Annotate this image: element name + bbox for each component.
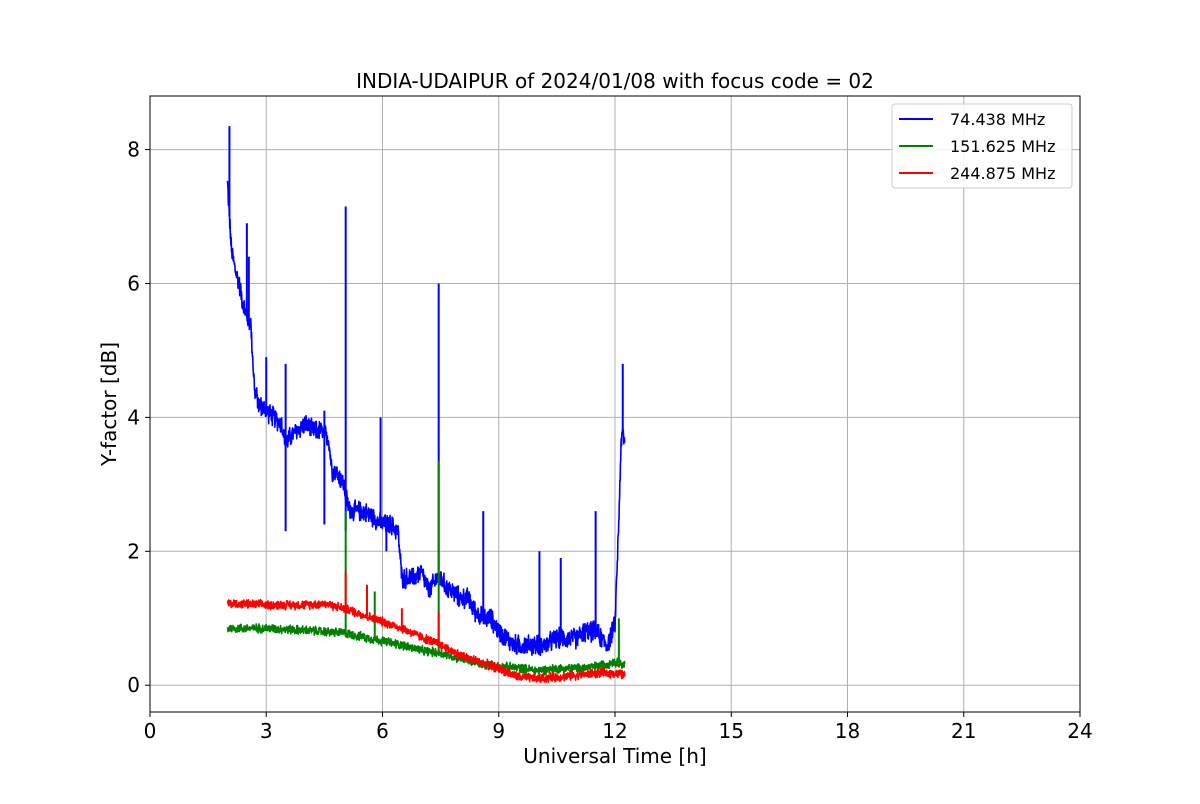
y-tick-label: 2 bbox=[127, 539, 140, 563]
y-tick-label: 0 bbox=[127, 673, 140, 697]
legend-label: 74.438 MHz bbox=[950, 110, 1045, 129]
x-tick-label: 3 bbox=[260, 719, 273, 743]
legend-label: 244.875 MHz bbox=[950, 164, 1055, 183]
legend-box bbox=[891, 103, 1073, 189]
series-lines bbox=[226, 126, 626, 684]
y-tick-label: 8 bbox=[127, 138, 140, 162]
legend-label: 151.625 MHz bbox=[950, 137, 1055, 156]
y-tick-label: 6 bbox=[127, 271, 140, 295]
x-tick-label: 0 bbox=[144, 719, 157, 743]
legend: 74.438 MHz 151.625 MHz 244.875 MHz bbox=[891, 103, 1073, 189]
series-line bbox=[226, 598, 626, 684]
series-2 bbox=[226, 571, 626, 684]
chart-title: INDIA-UDAIPUR of 2024/01/08 with focus c… bbox=[356, 69, 874, 93]
x-tick-label: 6 bbox=[376, 719, 389, 743]
x-axis-label: Universal Time [h] bbox=[523, 744, 706, 768]
y-tick-label: 4 bbox=[127, 405, 140, 429]
x-tick-label: 12 bbox=[602, 719, 627, 743]
x-tick-label: 21 bbox=[951, 719, 976, 743]
x-tick-label: 24 bbox=[1067, 719, 1092, 743]
y-axis-label: Y-factor [dB] bbox=[97, 342, 121, 467]
x-tick-label: 9 bbox=[492, 719, 505, 743]
x-tick-label: 18 bbox=[835, 719, 860, 743]
series-line bbox=[226, 623, 626, 676]
x-tick-label: 15 bbox=[719, 719, 744, 743]
series-line bbox=[226, 180, 626, 657]
